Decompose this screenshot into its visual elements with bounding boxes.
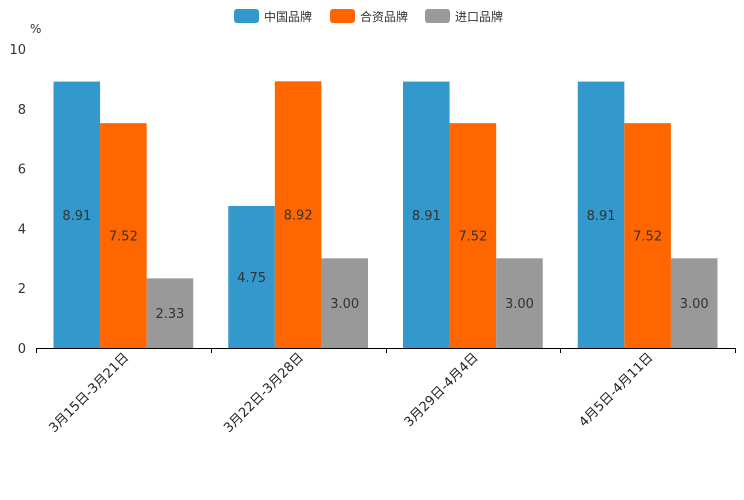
- legend-swatch: [234, 9, 259, 23]
- data-label: 7.52: [633, 230, 662, 245]
- data-label: 4.75: [237, 271, 266, 286]
- bar: [146, 278, 194, 348]
- bar: [624, 123, 671, 348]
- legend: 中国品牌 合资品牌 进口品牌: [234, 9, 503, 24]
- y-tick-label: 4: [18, 222, 26, 237]
- bar: [321, 258, 368, 348]
- bar: [403, 81, 450, 348]
- data-label: 7.52: [109, 230, 138, 245]
- bars: 8.91 7.52 2.33 4.75 8.92 3.00 8.91 7.52 3.00 8.91…: [53, 81, 718, 349]
- bar: [228, 205, 275, 348]
- y-tick-label: 8: [18, 103, 26, 118]
- data-label: 3.00: [680, 297, 709, 312]
- data-label: 3.00: [330, 297, 359, 312]
- x-tick-label: 3月22日-3月28日: [221, 350, 307, 436]
- bar: [53, 81, 101, 348]
- legend-swatch: [425, 9, 450, 23]
- x-tick-label: 3月15日-3月21日: [46, 350, 132, 436]
- data-label: 8.91: [62, 209, 91, 224]
- y-tick-label: 6: [18, 163, 26, 178]
- data-label: 8.91: [587, 209, 616, 224]
- y-tick-label: 10: [9, 43, 26, 58]
- data-label: 7.52: [458, 230, 487, 245]
- x-axis: 3月15日-3月21日 3月22日-3月28日 3月29日-4月4日 4月5日-4月1…: [36, 348, 736, 436]
- bar: [496, 258, 543, 348]
- data-label: 2.33: [155, 307, 184, 322]
- data-label: 3.00: [505, 297, 534, 312]
- legend-label: 合资品牌: [360, 9, 408, 24]
- bar: [577, 81, 625, 348]
- legend-swatch: [330, 9, 355, 23]
- bar: [100, 123, 147, 348]
- legend-label: 中国品牌: [264, 9, 312, 24]
- legend-label: 进口品牌: [455, 10, 503, 24]
- y-axis: 0 2 4 6 8 10: [9, 43, 26, 357]
- bar: [449, 123, 497, 348]
- data-label: 8.92: [284, 209, 313, 224]
- y-axis-label: %: [30, 22, 41, 36]
- y-tick-label: 0: [18, 342, 26, 357]
- x-tick-label: 3月29日-4月4日: [402, 350, 482, 430]
- data-label: 8.91: [412, 209, 441, 224]
- y-tick-label: 2: [18, 282, 26, 297]
- bar: [670, 258, 718, 348]
- x-tick-label: 4月5日-4月11日: [577, 350, 657, 430]
- bar: [274, 81, 322, 349]
